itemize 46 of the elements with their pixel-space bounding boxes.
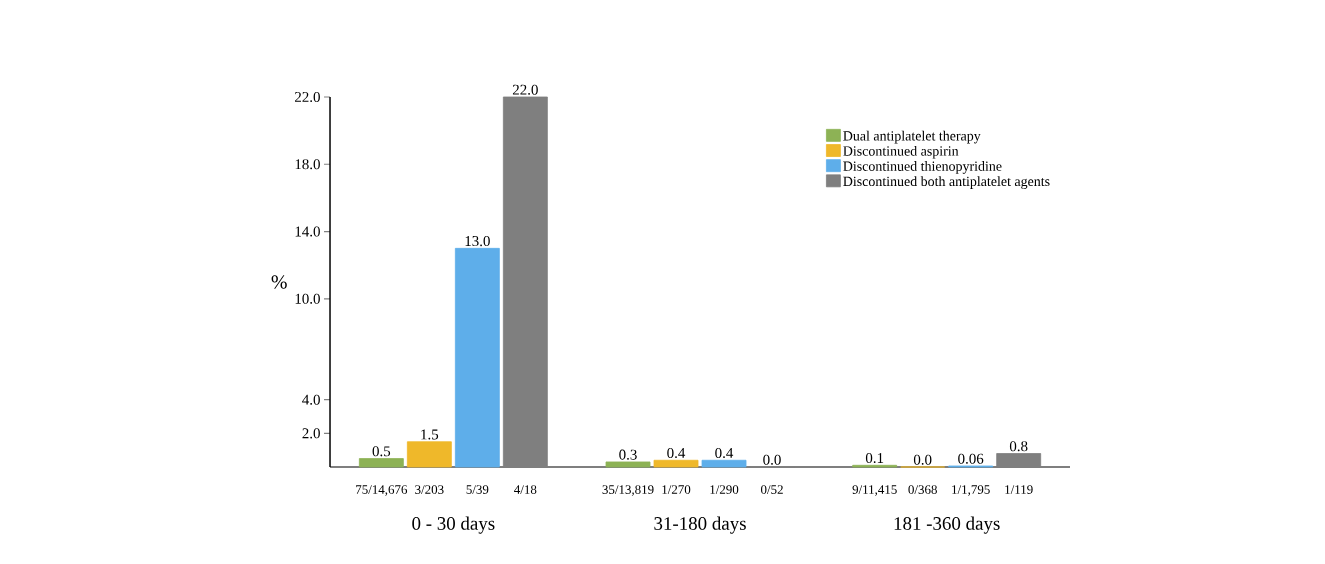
text: 5/39 [466, 485, 489, 494]
y-tick-label: 10.0 [295, 293, 320, 304]
data-label: 0.0 [763, 454, 781, 465]
y-axis-title: % [271, 275, 287, 289]
text: 3/203 [415, 485, 444, 494]
legend-label: Discontinued both antiplatelet agents [843, 176, 1050, 189]
text: 0/368 [908, 485, 937, 494]
text: 1/1,795 [952, 485, 990, 496]
legend-label: Discontinued thienopyridine [843, 161, 1002, 174]
text: 0/52 [761, 485, 783, 494]
bar [701, 459, 747, 468]
text: 35/13,819 [602, 485, 654, 496]
x-tick-label: 181 -360 days [894, 516, 1000, 534]
bar [653, 459, 699, 468]
y-tick-label: 18.0 [295, 159, 320, 170]
bar [502, 96, 548, 468]
bar [605, 461, 651, 468]
y-tick-label: 4.0 [302, 394, 320, 405]
legend-label: Dual antiplatelet therapy [843, 130, 981, 144]
data-label: 22.0 [512, 84, 538, 95]
data-label: 0.8 [1009, 441, 1028, 452]
data-label: 0.3 [619, 449, 637, 460]
bar [358, 458, 404, 468]
bar [454, 247, 500, 468]
text: 1/270 [662, 485, 691, 494]
data-label: 0.06 [958, 453, 984, 464]
data-label: 0.0 [913, 454, 932, 465]
text: 1/290 [710, 485, 739, 494]
text: 4/18 [514, 485, 537, 494]
bar [406, 441, 452, 468]
text: 9/11,415 [852, 485, 897, 496]
y-tick-label: 14.0 [295, 226, 320, 237]
y-tick-label: 22.0 [295, 91, 320, 103]
legend-label: Discontinued aspirin [843, 145, 959, 159]
y-tick-label: 2.0 [302, 428, 320, 439]
bar [996, 453, 1042, 468]
data-label: 0.5 [372, 446, 391, 457]
data-label: 1.5 [421, 429, 439, 440]
text: 1/119 [1005, 485, 1033, 494]
data-label: 0.4 [715, 447, 734, 459]
text: 75/14,676 [356, 485, 408, 496]
x-tick-label: 0 - 30 days [412, 516, 495, 534]
data-label: 0.1 [865, 452, 884, 464]
data-label: 13.0 [465, 236, 490, 247]
x-tick-label: 31-180 days [654, 516, 746, 534]
data-label: 0.4 [667, 447, 686, 459]
